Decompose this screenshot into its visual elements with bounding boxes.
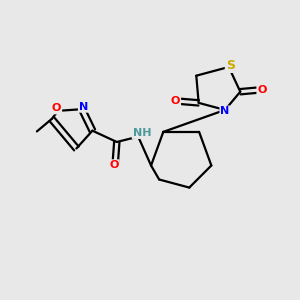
Text: O: O [171, 96, 180, 106]
Text: O: O [109, 160, 119, 170]
Text: N: N [79, 102, 88, 112]
Text: O: O [52, 103, 61, 113]
Text: S: S [226, 59, 235, 72]
Text: O: O [257, 85, 267, 95]
Text: NH: NH [133, 128, 151, 138]
Text: N: N [220, 106, 230, 116]
